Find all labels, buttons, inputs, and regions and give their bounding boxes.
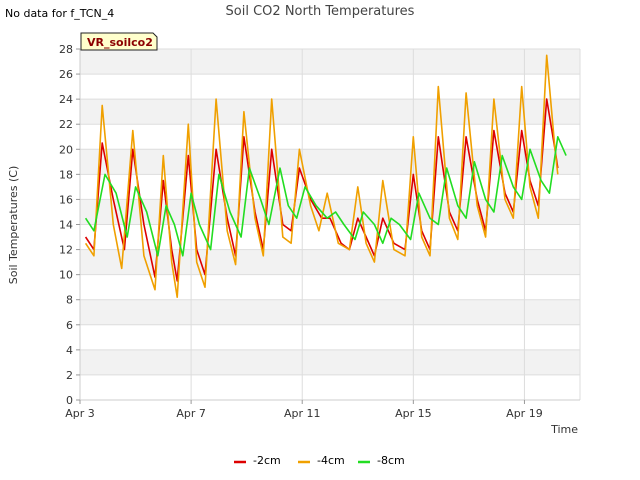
y-tick-label: 18 — [59, 168, 73, 181]
y-tick-label: 26 — [59, 68, 73, 81]
background-band — [80, 299, 580, 325]
series-line-3 — [84, 136, 567, 257]
series-layer — [84, 54, 567, 298]
x-tick-label: Apr 11 — [284, 407, 321, 420]
x-tick-label: Apr 3 — [65, 407, 95, 420]
site-label-box: VR_soilco2 — [80, 32, 158, 51]
y-tick-label: 22 — [59, 118, 73, 131]
legend-label-2: -4cm — [317, 454, 345, 467]
grid-lines — [79, 48, 581, 401]
y-axis-label: Soil Temperatures (C) — [7, 166, 20, 285]
x-axis-ticks: Apr 3 Apr 7 Apr 11 Apr 15 Apr 19 — [65, 400, 543, 420]
y-tick-label: 2 — [66, 369, 73, 382]
y-tick-label: 0 — [66, 394, 73, 407]
y-tick-label: 28 — [59, 43, 73, 56]
background-band — [80, 249, 580, 275]
no-data-notice: No data for f_TCN_4 — [5, 7, 115, 20]
x-tick-label: Apr 7 — [176, 407, 206, 420]
x-axis-label: Time — [550, 423, 578, 436]
x-tick-label: Apr 15 — [395, 407, 432, 420]
y-tick-label: 10 — [59, 269, 73, 282]
y-tick-label: 20 — [59, 143, 73, 156]
y-tick-label: 6 — [66, 319, 73, 332]
background-band — [80, 349, 580, 375]
background-band — [80, 49, 580, 75]
x-tick-label: Apr 19 — [506, 407, 543, 420]
y-tick-label: 4 — [66, 344, 73, 357]
series-line-2 — [84, 54, 559, 298]
legend: -2cm -4cm -8cm — [234, 454, 405, 467]
y-tick-label: 8 — [66, 294, 73, 307]
background-band — [80, 99, 580, 125]
y-tick-label: 16 — [59, 193, 73, 206]
chart-title: Soil CO2 North Temperatures — [226, 4, 415, 19]
legend-label-1: -2cm — [253, 454, 281, 467]
y-tick-label: 12 — [59, 244, 73, 257]
y-tick-label: 24 — [59, 93, 73, 106]
site-label: VR_soilco2 — [87, 36, 153, 49]
legend-label-3: -8cm — [377, 454, 405, 467]
y-tick-label: 14 — [59, 219, 73, 232]
